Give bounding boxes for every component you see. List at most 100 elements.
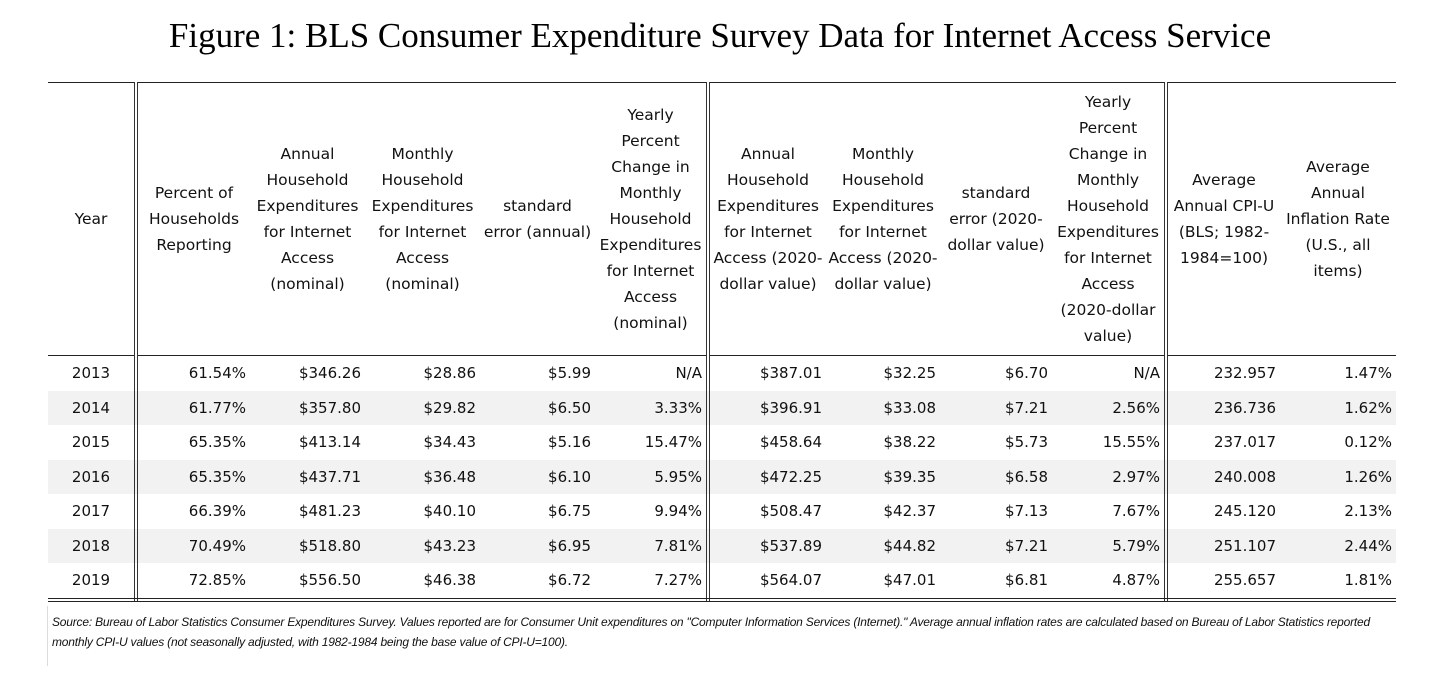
table-cell: 1.81% [1280,563,1396,602]
table-cell: 255.657 [1166,563,1280,602]
table-cell: $564.07 [708,563,826,602]
table-cell: $29.82 [365,390,480,425]
table-cell: 2.97% [1052,459,1168,494]
column-header: Annual Household Expenditures for Intern… [708,82,826,356]
table-cell: $32.25 [883,364,937,383]
column-header: Average Annual CPI-U (BLS; 1982-1984=100… [1166,82,1280,356]
table-cell: 66.39% [188,502,246,521]
table-cell: $556.50 [250,563,365,602]
table-cell: 7.67% [1052,494,1168,529]
year-cell: 2017 [48,494,138,529]
table-cell: 240.008 [1166,459,1280,494]
column-header: Yearly Percent Change in Monthly Househo… [595,82,710,356]
table-cell: $34.43 [423,433,477,452]
table-cell: $7.21 [940,390,1052,425]
table-cell: $5.16 [548,433,591,452]
table-cell: $396.91 [708,390,826,425]
table-cell: $6.10 [480,459,595,494]
table-cell: $437.71 [250,459,365,494]
table-cell: 0.12% [1344,433,1392,452]
table-cell: $5.99 [548,364,591,383]
column-header: Monthly Household Expenditures for Inter… [365,82,480,356]
table-cell: $481.23 [298,502,361,521]
table-cell: 2.44% [1280,528,1396,563]
column-header: Percent of Households Reporting [136,82,250,356]
table-cell: $46.38 [365,563,480,602]
table-cell: $6.95 [480,528,595,563]
table-cell: 70.49% [136,528,250,563]
expenditure-table: Year Percent of Households Reporting Annua… [48,82,1396,602]
table-cell: $42.37 [883,502,937,521]
table-cell: $7.13 [1005,502,1048,521]
table-cell: 3.33% [595,390,710,425]
table-row: 2015 65.35% $413.14 $34.43 $5.16 15.47% $458.6… [48,425,1396,460]
table-cell: $387.01 [759,364,822,383]
table-row: 2019 72.85% $556.50 $46.38 $6.72 7.27% $564.07… [48,563,1396,602]
table-cell: $537.89 [708,528,826,563]
table-cell: $43.23 [365,528,480,563]
table-cell: $357.80 [250,390,365,425]
year-cell: 2015 [48,425,138,460]
table-cell: $518.80 [250,528,365,563]
table-cell: 72.85% [136,563,250,602]
table-cell: 5.79% [1052,528,1168,563]
table-cell: 237.017 [1213,433,1276,452]
table-cell: $6.58 [940,459,1052,494]
year-cell: 2019 [48,563,138,602]
column-header: Monthly Household Expenditures for Inter… [826,82,940,356]
year-cell: 2013 [48,355,138,391]
column-header: Year [48,82,138,356]
table-cell: 9.94% [595,494,710,529]
source-note: Source: Bureau of Labor Statistics Consu… [52,615,1370,649]
column-header: Average Annual Inflation Rate (U.S., all… [1280,82,1396,356]
table-cell: $6.81 [940,563,1052,602]
table-cell: 1.62% [1280,390,1396,425]
table-cell: 1.47% [1344,364,1392,383]
table-cell: $39.35 [826,459,940,494]
table-cell: 1.26% [1280,459,1396,494]
table-row: 2018 70.49% $518.80 $43.23 $6.95 7.81% $537.89… [48,528,1396,563]
table-cell: $47.01 [826,563,940,602]
table-cell: 15.47% [595,425,710,460]
table-cell: 61.77% [136,390,250,425]
table-cell: 251.107 [1166,528,1280,563]
table-cell: 7.27% [595,563,710,602]
column-header: Yearly Percent Change in Monthly Househo… [1052,82,1168,356]
table-cell: $346.26 [298,364,361,383]
table-cell: 65.35% [136,459,250,494]
year-cell: 2016 [48,459,138,494]
table-cell: 61.54% [188,364,246,383]
table-cell: 232.957 [1213,364,1276,383]
table-cell: 2.13% [1344,502,1392,521]
table-cell: 236.736 [1166,390,1280,425]
table-cell: $33.08 [826,390,940,425]
column-header: Annual Household Expenditures for Intern… [250,82,365,356]
table-cell: N/A [1052,355,1168,391]
table-cell: $36.48 [365,459,480,494]
year-cell: 2018 [48,528,138,563]
table-cell: 5.95% [595,459,710,494]
table-cell: $458.64 [759,433,822,452]
table-cell: $6.50 [480,390,595,425]
note-divider [47,606,48,666]
table-cell: $508.47 [759,502,822,521]
table-cell: $7.21 [940,528,1052,563]
table-cell: $6.70 [1005,364,1048,383]
table-cell: $28.86 [423,364,477,383]
table-row: 2014 61.77% $357.80 $29.82 $6.50 3.33% $396.91… [48,390,1396,425]
table-cell: 245.120 [1213,502,1276,521]
table-cell: 7.81% [595,528,710,563]
table-cell: 4.87% [1052,563,1168,602]
column-header: standard error (annual) [480,82,595,356]
table-cell: N/A [595,355,710,391]
figure-title: Figure 1: BLS Consumer Expenditure Surve… [168,16,1272,55]
year-cell: 2014 [48,390,138,425]
table-cell: $44.82 [826,528,940,563]
table-cell: $472.25 [708,459,826,494]
table-cell: $413.14 [298,433,361,452]
table-cell: 65.35% [188,433,246,452]
table-cell: $40.10 [423,502,477,521]
table-row: 2017 66.39% $481.23 $40.10 $6.75 9.94% $508.47… [48,494,1396,529]
table-cell: 2.56% [1052,390,1168,425]
table-cell: $38.22 [883,433,937,452]
